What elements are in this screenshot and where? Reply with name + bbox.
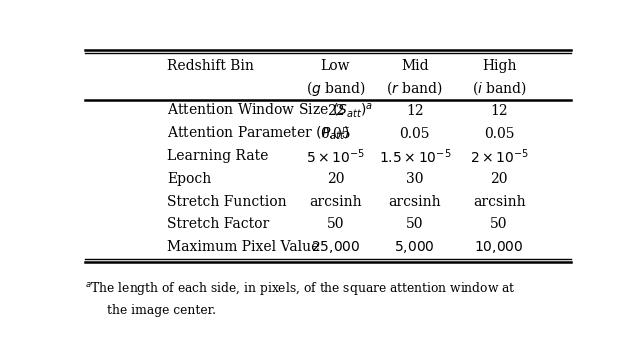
Text: $5 \times 10^{-5}$: $5 \times 10^{-5}$ — [306, 147, 365, 166]
Text: 22: 22 — [326, 104, 344, 118]
Text: $1.5 \times 10^{-5}$: $1.5 \times 10^{-5}$ — [379, 147, 451, 166]
Text: 30: 30 — [406, 172, 424, 186]
Text: High: High — [482, 59, 516, 73]
Text: Maximum Pixel Value: Maximum Pixel Value — [167, 240, 319, 254]
Text: ($i$ band): ($i$ band) — [472, 80, 527, 97]
Text: 12: 12 — [406, 104, 424, 118]
Text: Mid: Mid — [401, 59, 429, 73]
Text: Attention Parameter $(P_{att})$: Attention Parameter $(P_{att})$ — [167, 125, 349, 142]
Text: 0.05: 0.05 — [320, 127, 351, 141]
Text: 0.05: 0.05 — [484, 127, 515, 141]
Text: 20: 20 — [490, 172, 508, 186]
Text: ($r$ band): ($r$ band) — [387, 80, 443, 97]
Text: 50: 50 — [490, 217, 508, 231]
Text: Stretch Function: Stretch Function — [167, 194, 287, 208]
Text: 12: 12 — [490, 104, 508, 118]
Text: $^{a}$The length of each side, in pixels, of the square attention window at: $^{a}$The length of each side, in pixels… — [85, 280, 516, 297]
Text: arcsinh: arcsinh — [388, 194, 441, 208]
Text: $2 \times 10^{-5}$: $2 \times 10^{-5}$ — [470, 147, 529, 166]
Text: arcsinh: arcsinh — [473, 194, 525, 208]
Text: Learning Rate: Learning Rate — [167, 149, 268, 163]
Text: $10{,}000$: $10{,}000$ — [474, 239, 524, 255]
Text: arcsinh: arcsinh — [309, 194, 362, 208]
Text: Stretch Factor: Stretch Factor — [167, 217, 269, 231]
Text: $5{,}000$: $5{,}000$ — [394, 239, 435, 255]
Text: 50: 50 — [326, 217, 344, 231]
Text: the image center.: the image center. — [108, 304, 216, 317]
Text: Attention Window Size $(S_{att})^{a}$: Attention Window Size $(S_{att})^{a}$ — [167, 102, 373, 120]
Text: $25{,}000$: $25{,}000$ — [310, 239, 360, 255]
Text: Epoch: Epoch — [167, 172, 211, 186]
Text: ($g$ band): ($g$ band) — [305, 79, 365, 98]
Text: Low: Low — [321, 59, 350, 73]
Text: 50: 50 — [406, 217, 424, 231]
Text: 0.05: 0.05 — [399, 127, 430, 141]
Text: 20: 20 — [326, 172, 344, 186]
Text: Redshift Bin: Redshift Bin — [167, 59, 253, 73]
